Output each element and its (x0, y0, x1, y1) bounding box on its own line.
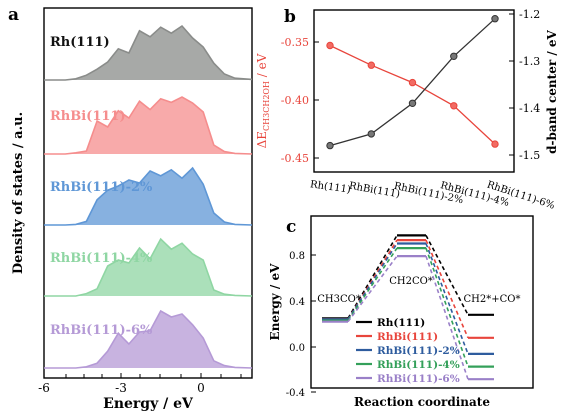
series-label-rhbi-111: RhBi(111) (50, 109, 126, 124)
y-tick-label: -0.40 (281, 94, 309, 107)
x-tick-label: -3 (115, 381, 127, 395)
panel-c-marks: Rh(111) RhBi(111) RhBi(111)-2% RhBi(111)-4%… (322, 234, 494, 385)
ylabel-left-prefix: ΔE (255, 131, 269, 148)
legend-label-rhbi-111-6: RhBi(111)-6% (377, 373, 460, 385)
panel-a: a Density of states / a.u. Energy / eV R… (8, 5, 253, 412)
x-tick-label: 0 (197, 381, 205, 395)
panel-b-ylabel-left: ΔECH3CH2OH / eV (255, 53, 271, 148)
panel-c: c Energy / eV Reaction coordinate 0.8 0.… (268, 215, 534, 409)
dos-outline-rhbi-111-6 (44, 309, 253, 369)
point-energy (450, 102, 458, 110)
point-d-band (491, 15, 499, 23)
connector-rhbi-111-2 (347, 243, 398, 320)
dos-area-rh-111 (44, 26, 252, 80)
connector-rhbi-111 (425, 239, 469, 339)
series-label-rh-111: Rh(111) (50, 35, 110, 50)
panel-c-ylabel: Energy / eV (268, 263, 282, 341)
point-energy (367, 61, 375, 69)
y-tick-label: -0.35 (281, 36, 309, 49)
legend-label-rh-111: Rh(111) (377, 317, 425, 329)
panel-a-ylabel: Density of states / a.u. (11, 112, 26, 274)
ylabel-left-suffix: / eV (255, 53, 269, 81)
connector-rhbi-111-4 (347, 247, 398, 322)
panel-b-frame (313, 9, 515, 173)
dos-outline-rhbi-111-4 (44, 237, 253, 297)
panel-b-xaxis: Rh(111) RhBi(111) RhBi(111)-2% RhBi(111)… (309, 179, 556, 212)
dos-area-rhbi-111-2 (44, 168, 252, 225)
panel-a-xaxis: -6 -3 0 (38, 373, 242, 395)
point-d-band (326, 141, 334, 150)
series-label-rhbi-111-6: RhBi(111)-6% (50, 323, 153, 338)
panel-a-letter: a (8, 5, 19, 25)
dos-outline-rhbi-111-2 (44, 166, 253, 226)
panel-c-letter: c (286, 217, 296, 237)
state-label: CH2CO* (389, 276, 433, 287)
x-tick-label: -6 (38, 381, 50, 395)
legend-label-rhbi-111: RhBi(111) (377, 331, 438, 343)
point-d-band (367, 130, 375, 138)
point-energy (408, 78, 417, 87)
connector-rh-111 (425, 235, 469, 316)
y-tick-label: 0.4 (289, 297, 305, 308)
panel-c-xlabel: Reaction coordinate (354, 395, 490, 409)
dos-area-rhbi-111-6 (44, 311, 252, 368)
panel-b-right-axis: -1.2 -1.3 -1.4 -1.5 (509, 8, 540, 162)
x-tick-label: Rh(111) (309, 179, 351, 196)
y2-tick-label: -1.2 (519, 8, 540, 21)
state-label: CH3CO* (317, 294, 361, 305)
connector-rh-111 (347, 234, 398, 319)
y2-tick-label: -1.4 (519, 102, 540, 115)
y-tick-label: -0.45 (281, 152, 309, 165)
panel-b: b ΔECH3CH2OH / eV d-band center / eV -0.… (255, 7, 559, 212)
state-label: CH2*+CO* (464, 294, 521, 305)
point-energy (491, 140, 499, 148)
dos-area-rhbi-111 (44, 97, 252, 154)
point-d-band (408, 99, 417, 108)
y2-tick-label: -1.5 (519, 149, 540, 162)
line-energy (329, 44, 496, 145)
panel-b-marks (326, 15, 499, 150)
panel-a-frame (43, 7, 253, 379)
panel-b-ylabel-right: d-band center / eV (545, 29, 559, 153)
panel-c-state-labels: CH3CO* CH2CO* CH2*+CO* (317, 276, 520, 305)
panel-b-left-axis: -0.35 -0.40 -0.45 (281, 36, 319, 165)
panel-a-marks: Rh(111) RhBi(111) RhBi(111)-2% RhBi(111)-4%… (44, 24, 253, 369)
dos-outline-rhbi-111 (44, 96, 253, 155)
dos-outline-rh-111 (44, 24, 253, 81)
ylabel-left-sub: CH3CH2OH (262, 81, 271, 131)
y2-tick-label: -1.3 (519, 55, 540, 68)
legend-label-rhbi-111-4: RhBi(111)-4% (377, 359, 460, 371)
y-tick-label: 0.8 (289, 251, 305, 262)
dos-area-rhbi-111-4 (44, 239, 252, 296)
connector-rhbi-111-6 (347, 255, 398, 323)
connector-rhbi-111-6 (425, 255, 469, 380)
panel-c-frame (310, 215, 534, 389)
series-label-rhbi-111-2: RhBi(111)-2% (50, 180, 153, 195)
y-tick-label: 0.0 (289, 343, 305, 354)
point-d-band (450, 52, 458, 60)
legend-label-rhbi-111-2: RhBi(111)-2% (377, 345, 460, 357)
point-energy (326, 41, 334, 50)
panel-c-yaxis: 0.8 0.4 0.0 -0.4 (286, 251, 316, 399)
connector-rhbi-111-2 (425, 243, 469, 355)
y-tick-label: -0.4 (286, 388, 305, 399)
panel-a-xlabel: Energy / eV (103, 396, 194, 412)
series-label-rhbi-111-4: RhBi(111)-4% (50, 251, 153, 266)
panel-b-letter: b (284, 7, 296, 27)
